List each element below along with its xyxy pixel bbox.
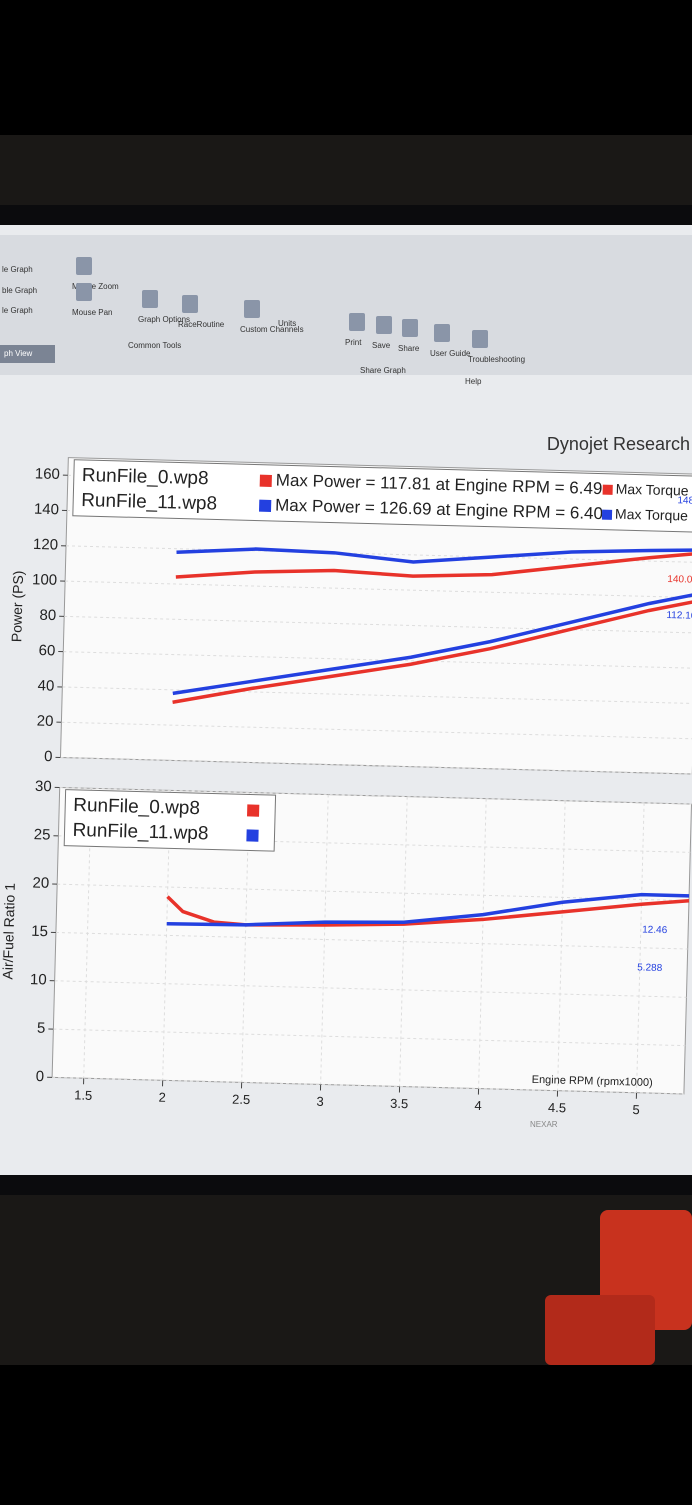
tool-group: Help [465,377,482,386]
legend-label: RunFile_11.wp8 [72,820,208,845]
tool-icon [244,300,260,318]
x-tick-label: 1.5 [74,1087,92,1102]
y-tick-label: 140 [34,501,59,519]
x-tick-label: 4 [474,1098,482,1113]
legend-swatch [602,510,612,520]
x-tick-label: 5 [632,1102,640,1117]
x-tick-label: 2.5 [232,1092,250,1107]
y-tick-label: 20 [32,874,49,891]
legend-label: RunFile_0.wp8 [73,795,200,819]
tool-icon [402,319,418,337]
tool-icon [376,316,392,334]
y-tick-label: 0 [36,1068,45,1085]
y-axis-label: Power (PS) [8,570,26,642]
tool-button[interactable]: RaceRoutine [178,320,225,329]
annotation: 12.46 [642,924,668,936]
annotation: 140.05 [667,574,692,586]
tool-button[interactable]: Units [278,319,296,328]
y-tick-label: 120 [33,536,58,554]
y-tick-label: 15 [31,923,48,940]
tool-button[interactable]: ble Graph [2,286,37,295]
legend-label: RunFile_0.wp8 [82,465,209,489]
tool-icon [349,313,365,331]
tool-button[interactable]: le Graph [2,306,33,315]
legend-note: Max Torque [615,506,688,524]
tool-icon [182,295,198,313]
toolbar [0,235,692,375]
battery [545,1295,655,1365]
y-tick-label: 25 [34,826,51,843]
x-tick-label: 3 [316,1094,324,1109]
y-tick-label: 100 [32,571,57,589]
y-tick-label: 30 [35,778,52,795]
tool-button[interactable]: le Graph [2,265,33,274]
tool-button[interactable]: Share [398,344,420,353]
annotation: 5.288 [637,962,663,974]
y-tick-label: 40 [37,677,54,694]
bar [0,1365,692,1500]
x-tick-label: 3.5 [390,1096,408,1111]
tool-icon [472,330,488,348]
tool-group: Common Tools [128,341,181,350]
y-tick-label: 160 [35,465,60,483]
y-tick-label: 5 [37,1020,46,1037]
legend-swatch [247,804,259,816]
x-tick-label: 2 [158,1090,166,1105]
legend-swatch [259,500,271,512]
y-tick-label: 80 [39,607,56,624]
tool-button[interactable]: Mouse Pan [72,308,112,317]
tab-label: ph View [4,349,33,358]
tool-icon [434,324,450,342]
tool-icon [76,283,92,301]
tool-button[interactable]: Save [372,341,391,350]
y-tick-label: 60 [38,642,55,659]
legend-swatch [260,475,272,487]
brand: Dynojet Research [547,434,690,454]
tool-icon [142,290,158,308]
annotation: 148.5 [677,495,692,507]
annotation: 112.16 [666,610,692,622]
tool-button[interactable]: User Guide [430,349,471,358]
monitor-brand: NEXAR [530,1120,558,1129]
tool-button[interactable]: Print [345,338,362,347]
tool-icon [76,257,92,275]
legend-swatch [603,485,613,495]
y-tick-label: 10 [30,971,47,988]
y-axis-label: Air/Fuel Ratio 1 [0,883,18,980]
y-tick-label: 0 [44,748,53,765]
x-tick-label: 4.5 [548,1100,566,1115]
tool-button[interactable]: Troubleshooting [468,355,525,364]
y-tick-label: 20 [37,713,54,730]
legend-label: RunFile_11.wp8 [81,490,217,515]
tool-group: Share Graph [360,366,406,375]
legend-swatch [246,829,258,841]
